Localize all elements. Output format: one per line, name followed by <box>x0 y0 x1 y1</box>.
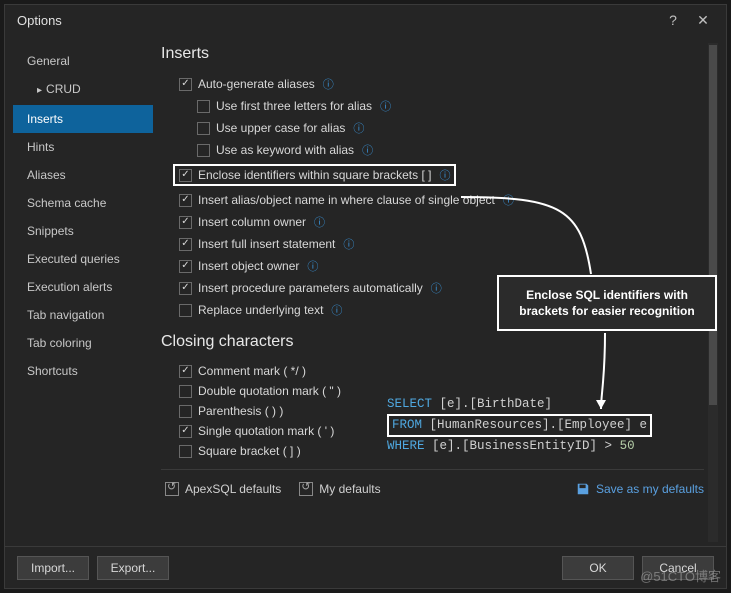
reset-icon <box>299 482 313 496</box>
info-icon[interactable]: ⓘ <box>353 120 364 136</box>
opt-column-owner[interactable]: Insert column owner ⓘ <box>161 211 704 233</box>
opt-insert-alias-where[interactable]: Insert alias/object name in where clause… <box>161 189 704 211</box>
opt-as-keyword[interactable]: Use as keyword with alias ⓘ <box>161 139 704 161</box>
save-icon <box>576 482 590 496</box>
opt-auto-aliases[interactable]: Auto-generate aliases ⓘ <box>161 73 704 95</box>
titlebar: Options ? ✕ <box>5 5 726 35</box>
checkbox[interactable] <box>197 144 210 157</box>
sidebar-item-snippets[interactable]: Snippets <box>13 217 153 245</box>
opt-enclose-brackets[interactable]: Enclose identifiers within square bracke… <box>161 161 704 189</box>
info-icon[interactable]: ⓘ <box>331 302 342 318</box>
info-icon[interactable]: ⓘ <box>380 98 391 114</box>
opt-full-insert[interactable]: Insert full insert statement ⓘ <box>161 233 704 255</box>
sidebar-item-execution-alerts[interactable]: Execution alerts <box>13 273 153 301</box>
checkbox[interactable] <box>179 216 192 229</box>
sidebar-item-aliases[interactable]: Aliases <box>13 161 153 189</box>
apex-defaults-button[interactable]: ApexSQL defaults <box>165 482 281 496</box>
info-icon[interactable]: ⓘ <box>343 236 354 252</box>
watermark: @51CTO博客 <box>640 566 721 585</box>
checkbox[interactable] <box>179 78 192 91</box>
checkbox[interactable] <box>179 282 192 295</box>
info-icon[interactable]: ⓘ <box>314 214 325 230</box>
checkbox[interactable] <box>179 260 192 273</box>
info-icon[interactable]: ⓘ <box>362 142 373 158</box>
info-icon[interactable]: ⓘ <box>503 192 514 208</box>
checkbox[interactable] <box>179 169 192 182</box>
checkbox[interactable] <box>179 405 192 418</box>
checkbox[interactable] <box>179 238 192 251</box>
sidebar-item-shortcuts[interactable]: Shortcuts <box>13 357 153 385</box>
opt-object-owner[interactable]: Insert object owner ⓘ <box>161 255 704 277</box>
main-panel: Inserts Auto-generate aliases ⓘ Use firs… <box>161 39 718 546</box>
sidebar-item-hints[interactable]: Hints <box>13 133 153 161</box>
callout-box: Enclose SQL identifiers with brackets fo… <box>497 275 717 331</box>
save-defaults-button[interactable]: Save as my defaults <box>576 482 704 496</box>
sidebar-item-inserts[interactable]: Inserts <box>13 105 153 133</box>
options-dialog: Options ? ✕ GeneralCRUDInsertsHintsAlias… <box>4 4 727 589</box>
info-icon[interactable]: ⓘ <box>439 167 450 183</box>
checkbox[interactable] <box>179 365 192 378</box>
close-button[interactable]: ✕ <box>688 8 718 32</box>
sidebar-item-tab-navigation[interactable]: Tab navigation <box>13 301 153 329</box>
sidebar-item-crud[interactable]: CRUD <box>13 75 153 105</box>
opt-comment-mark[interactable]: Comment mark ( */ ) <box>161 361 704 381</box>
defaults-row: ApexSQL defaults My defaults Save as my … <box>161 469 704 502</box>
export-button[interactable]: Export... <box>97 556 169 580</box>
info-icon[interactable]: ⓘ <box>431 280 442 296</box>
window-title: Options <box>17 13 62 28</box>
info-icon[interactable]: ⓘ <box>307 258 318 274</box>
sidebar-item-tab-coloring[interactable]: Tab coloring <box>13 329 153 357</box>
opt-upper-case[interactable]: Use upper case for alias ⓘ <box>161 117 704 139</box>
info-icon[interactable]: ⓘ <box>323 76 334 92</box>
sidebar-item-executed-queries[interactable]: Executed queries <box>13 245 153 273</box>
checkbox[interactable] <box>179 445 192 458</box>
section-closing-title: Closing characters <box>161 333 704 351</box>
help-button[interactable]: ? <box>658 8 688 32</box>
checkbox[interactable] <box>179 385 192 398</box>
opt-first-three[interactable]: Use first three letters for alias ⓘ <box>161 95 704 117</box>
import-button[interactable]: Import... <box>17 556 89 580</box>
checkbox[interactable] <box>197 122 210 135</box>
sidebar: GeneralCRUDInsertsHintsAliasesSchema cac… <box>13 39 153 546</box>
my-defaults-button[interactable]: My defaults <box>299 482 380 496</box>
ok-button[interactable]: OK <box>562 556 634 580</box>
sql-preview: SELECT [e].[BirthDate] FROM [HumanResour… <box>387 395 652 455</box>
sidebar-item-general[interactable]: General <box>13 47 153 75</box>
checkbox[interactable] <box>179 194 192 207</box>
scrollbar-thumb[interactable] <box>709 45 717 405</box>
checkbox[interactable] <box>179 425 192 438</box>
footer: Import... Export... OK Cancel <box>5 546 726 588</box>
highlight-box: Enclose identifiers within square bracke… <box>173 164 456 186</box>
sidebar-item-schema-cache[interactable]: Schema cache <box>13 189 153 217</box>
checkbox[interactable] <box>197 100 210 113</box>
checkbox[interactable] <box>179 304 192 317</box>
section-inserts-title: Inserts <box>161 45 704 63</box>
reset-icon <box>165 482 179 496</box>
